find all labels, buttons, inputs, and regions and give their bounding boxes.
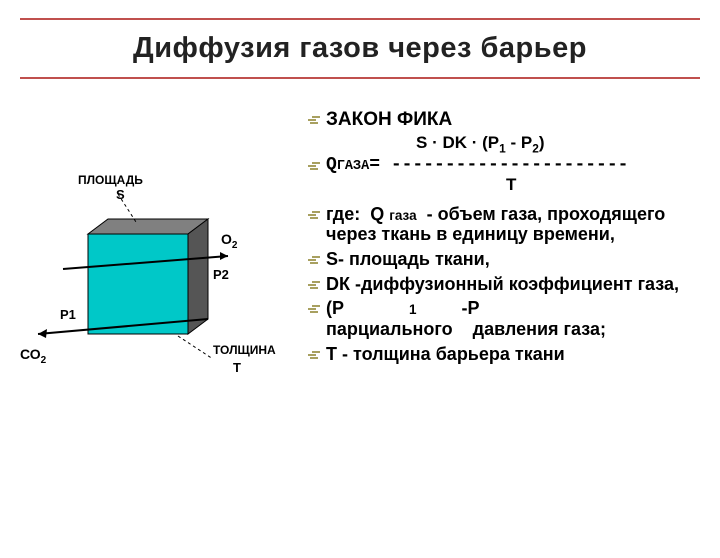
- gas-o2-label: О2: [221, 231, 238, 251]
- def-text: Т - толщина барьера ткани: [326, 344, 565, 365]
- bullet-icon: [308, 155, 326, 171]
- bullet-icon: [308, 298, 326, 314]
- formula-lhs: QГАЗА=: [326, 155, 391, 175]
- formula-line: S · DK · (P1 - P2) QГАЗА= --------------…: [308, 155, 702, 176]
- formula: S · DK · (P1 - P2) QГАЗА= --------------…: [326, 155, 628, 176]
- def-text: (P 1 -P парциального давления газа;: [326, 298, 702, 339]
- diagram-column: ПЛОЩАДЬ S О2 Р2 СО2 Р1 ТОЛЩИНА Т: [18, 99, 298, 394]
- formula-denominator: T: [506, 175, 516, 195]
- bullet-icon: [308, 249, 326, 265]
- diffusion-diagram: ПЛОЩАДЬ S О2 Р2 СО2 Р1 ТОЛЩИНА Т: [18, 164, 288, 394]
- title-band: Диффузия газов через барьер: [20, 18, 700, 79]
- text-column: ЗАКОН ФИКА S · DK · (P1 - P2) QГАЗА= ---…: [308, 99, 702, 394]
- formula-divider: ----------------------: [391, 155, 629, 175]
- def-line: где: Q газа - объем газа, проходящего че…: [308, 204, 702, 245]
- bullet-icon: [308, 274, 326, 290]
- formula-numerator: S · DK · (P1 - P2): [416, 133, 545, 156]
- def-line: Т - толщина барьера ткани: [308, 344, 702, 365]
- definitions-block: где: Q газа - объем газа, проходящего че…: [308, 204, 702, 365]
- gas-co2-label: СО2: [20, 346, 47, 366]
- law-title: ЗАКОН ФИКА: [326, 109, 452, 131]
- bullet-icon: [308, 344, 326, 360]
- page-title: Диффузия газов через барьер: [40, 32, 680, 65]
- area-label: ПЛОЩАДЬ: [78, 173, 143, 187]
- def-text: DК -диффузионный коэффициент газа,: [326, 274, 679, 295]
- def-line: S- площадь ткани,: [308, 249, 702, 270]
- bullet-icon: [308, 109, 326, 125]
- law-title-line: ЗАКОН ФИКА: [308, 109, 702, 131]
- def-text: S- площадь ткани,: [326, 249, 490, 270]
- content-row: ПЛОЩАДЬ S О2 Р2 СО2 Р1 ТОЛЩИНА Т ЗАКОН Ф…: [0, 99, 720, 394]
- def-line: DК -диффузионный коэффициент газа,: [308, 274, 702, 295]
- def-text: где: Q газа - объем газа, проходящего че…: [326, 204, 702, 245]
- thickness-letter: Т: [233, 360, 241, 375]
- def-line: (P 1 -P парциального давления газа;: [308, 298, 702, 339]
- thickness-label: ТОЛЩИНА: [213, 343, 276, 357]
- area-letter: S: [116, 187, 125, 202]
- bullet-icon: [308, 204, 326, 220]
- p2-label: Р2: [213, 267, 229, 282]
- p1-label: Р1: [60, 307, 76, 322]
